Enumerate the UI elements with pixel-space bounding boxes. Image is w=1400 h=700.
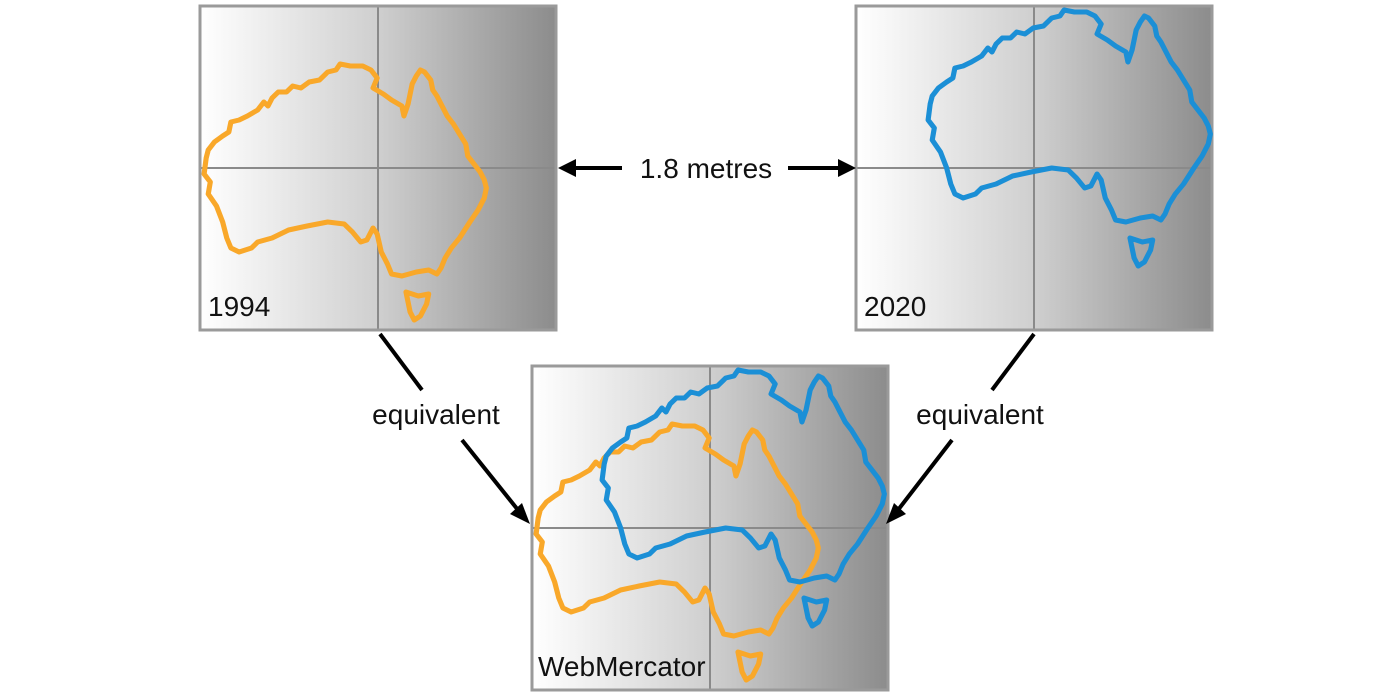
panel-label-2020: 2020 bbox=[864, 291, 926, 322]
left-equivalent-label: equivalent bbox=[372, 399, 500, 430]
panel-label-webmercator: WebMercator bbox=[538, 651, 706, 682]
distance-label: 1.8 metres bbox=[640, 153, 772, 184]
right-arrow-lower-shaft bbox=[896, 438, 954, 512]
panel-1994-frame bbox=[198, 4, 558, 332]
right-equivalent-label: equivalent bbox=[916, 399, 1044, 430]
panel-label-1994: 1994 bbox=[208, 291, 270, 322]
left-arrow-head bbox=[510, 503, 530, 524]
left-equivalent-arrow: equivalent bbox=[372, 332, 530, 524]
right-arrow-upper-shaft bbox=[990, 332, 1036, 392]
right-arrow-head bbox=[886, 503, 906, 524]
left-arrow-lower-shaft bbox=[460, 438, 520, 512]
distance-arrow-right-head bbox=[838, 159, 856, 177]
distance-arrow: 1.8 metres bbox=[558, 153, 856, 184]
panel-1994: 1994 bbox=[198, 4, 558, 332]
left-arrow-upper-shaft bbox=[378, 332, 424, 392]
panel-webmercator-frame bbox=[530, 364, 890, 692]
right-equivalent-arrow: equivalent bbox=[886, 332, 1044, 524]
distance-arrow-left-head bbox=[558, 159, 576, 177]
panel-webmercator: WebMercator bbox=[530, 364, 890, 692]
panel-2020: 2020 bbox=[854, 4, 1214, 332]
